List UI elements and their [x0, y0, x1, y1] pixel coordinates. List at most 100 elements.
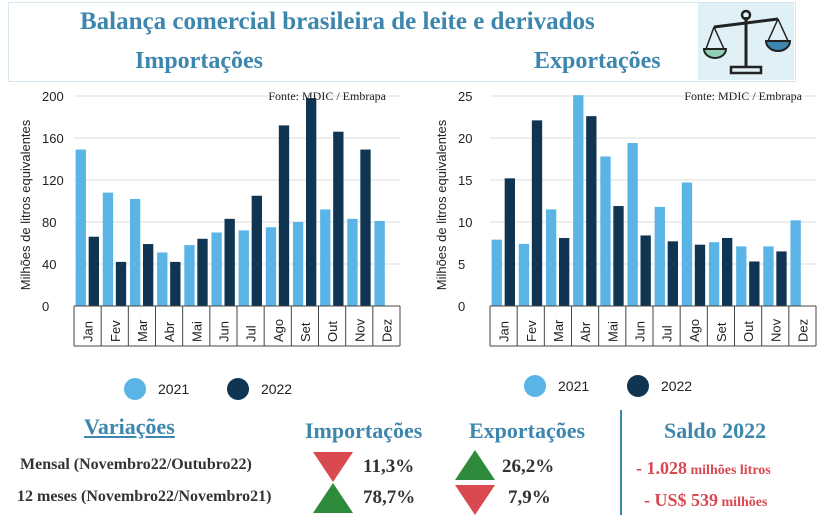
bar-2021-jun [627, 143, 638, 306]
legend-2021-label: 2021 [158, 381, 190, 397]
bar-2022-ago [278, 125, 290, 307]
bar-2022-mai [613, 206, 624, 306]
y-tick-label: 15 [458, 173, 472, 188]
bar-2022-fev [115, 261, 127, 306]
bar-2022-fev [531, 120, 543, 306]
exports-12meses-value: 7,9% [508, 487, 551, 508]
source-label: Fonte: MDIC / Embrapa [684, 89, 802, 103]
x-tick-label: Fev [108, 320, 123, 342]
bar-2021-fev [102, 192, 114, 306]
y-axis-label: Milhões de litros equivalentes [434, 119, 449, 290]
saldo-divider [620, 410, 622, 515]
bar-2022-ago [694, 244, 706, 306]
bar-2022-abr [170, 261, 181, 306]
x-tick-label: Nov [768, 318, 783, 342]
bar-2021-mar [545, 209, 557, 306]
bar-2021-dez [374, 220, 385, 306]
page-title: Balança comercial brasileira de leite e … [80, 8, 595, 35]
x-tick-label: Ago [687, 319, 702, 342]
legend-2022-swatch [226, 378, 249, 400]
saldo-litros-value: - 1.028 [636, 458, 687, 478]
bar-2022-mai [197, 238, 208, 306]
x-tick-label: Out [325, 321, 340, 342]
exports-mensal-value: 26,2% [502, 456, 555, 477]
bar-2021-nov [347, 218, 358, 306]
balance-scale-icon [698, 3, 794, 80]
bar-2021-set [292, 222, 304, 306]
variacoes-imports-heading: Importações [305, 418, 423, 443]
saldo-dolares: - US$ 539 milhões [644, 490, 767, 511]
imports-12meses-value: 78,7% [363, 487, 416, 508]
x-tick-label: Fev [524, 320, 539, 342]
bar-2022-jan [88, 236, 99, 306]
exports-subtitle: Exportações [534, 48, 661, 74]
x-tick-label: Abr [578, 321, 593, 342]
bar-2022-nov [360, 149, 371, 306]
bar-2022-mar [143, 244, 154, 306]
bar-2022-mar [559, 237, 570, 306]
bar-2021-ago [265, 227, 277, 306]
bar-2021-set [708, 242, 720, 306]
saldo-dolares-unit: milhões [718, 495, 768, 510]
exports-12meses-down-arrow-icon [455, 485, 495, 515]
y-tick-label: 10 [458, 215, 472, 230]
y-tick-label: 160 [42, 131, 64, 146]
bar-2021-mai [600, 156, 611, 306]
bar-2021-abr [573, 95, 584, 306]
saldo-dolares-value: - US$ 539 [644, 490, 719, 510]
x-tick-label: Nov [352, 318, 367, 342]
bar-2022-jun [224, 218, 235, 306]
imports-mensal-down-arrow-icon [313, 452, 353, 482]
imports-legend: 2021 2022 [124, 378, 292, 400]
bar-2021-ago [681, 182, 693, 306]
bar-2022-abr [586, 116, 597, 306]
x-tick-label: Jan [81, 321, 96, 342]
x-tick-label: Mar [551, 319, 566, 342]
x-tick-label: Out [741, 321, 756, 342]
y-tick-label: 20 [458, 131, 472, 146]
saldo-heading: Saldo 2022 [664, 418, 767, 443]
saldo-litros-unit: milhões litros [687, 463, 771, 478]
bar-2022-set [722, 237, 733, 306]
x-tick-label: Jun [216, 321, 231, 342]
imports-mensal-value: 11,3% [363, 456, 415, 477]
x-tick-label: Mar [135, 319, 150, 342]
x-tick-label: Abr [162, 321, 177, 342]
bar-2022-jun [640, 235, 651, 306]
x-tick-label: Dez [795, 319, 810, 342]
exports-mensal-up-arrow-icon [455, 450, 495, 480]
bar-2022-jul [251, 195, 262, 306]
imports-subtitle: Importações [135, 48, 263, 74]
row-mensal-label: Mensal (Novembro22/Outubro22) [20, 456, 252, 473]
y-tick-label: 120 [42, 173, 64, 188]
bar-2021-fev [518, 243, 530, 306]
header-box [8, 2, 796, 82]
y-axis-label: Milhões de litros equivalentes [18, 119, 33, 290]
x-tick-label: Jul [244, 325, 259, 342]
legend-2021-swatch [524, 375, 546, 397]
row-12meses-label: 12 meses (Novembro22/Novembro21) [17, 488, 272, 505]
legend-2022-label: 2022 [660, 378, 693, 394]
x-tick-label: Set [298, 322, 313, 342]
y-tick-label: 0 [42, 299, 49, 314]
x-tick-label: Mai [605, 321, 620, 342]
legend-2021-swatch [124, 378, 146, 400]
bar-2022-nov [776, 251, 787, 306]
exports-chart: 0 5 10 15 20 25 Jan Fev Mar Abr Mai Jun Jul Ago Set Out… [434, 89, 817, 347]
bar-2022-out [749, 261, 760, 306]
legend-2021-label: 2021 [558, 378, 590, 394]
bar-2021-jan [491, 239, 502, 306]
y-tick-label: 25 [458, 89, 472, 104]
source-label: Fonte: MDIC / Embrapa [268, 89, 386, 103]
x-tick-label: Mai [189, 321, 204, 342]
bar-2021-dez [790, 220, 801, 306]
bar-2022-out [333, 131, 344, 306]
bar-2021-jul [654, 206, 665, 306]
imports-12meses-up-arrow-icon [313, 483, 353, 513]
bar-2021-abr [157, 252, 168, 306]
bar-2022-set [306, 98, 317, 306]
bar-2021-jul [238, 230, 249, 306]
legend-2022-label: 2022 [260, 381, 293, 397]
saldo-litros: - 1.028 milhões litros [636, 458, 771, 479]
y-tick-label: 0 [458, 299, 465, 314]
